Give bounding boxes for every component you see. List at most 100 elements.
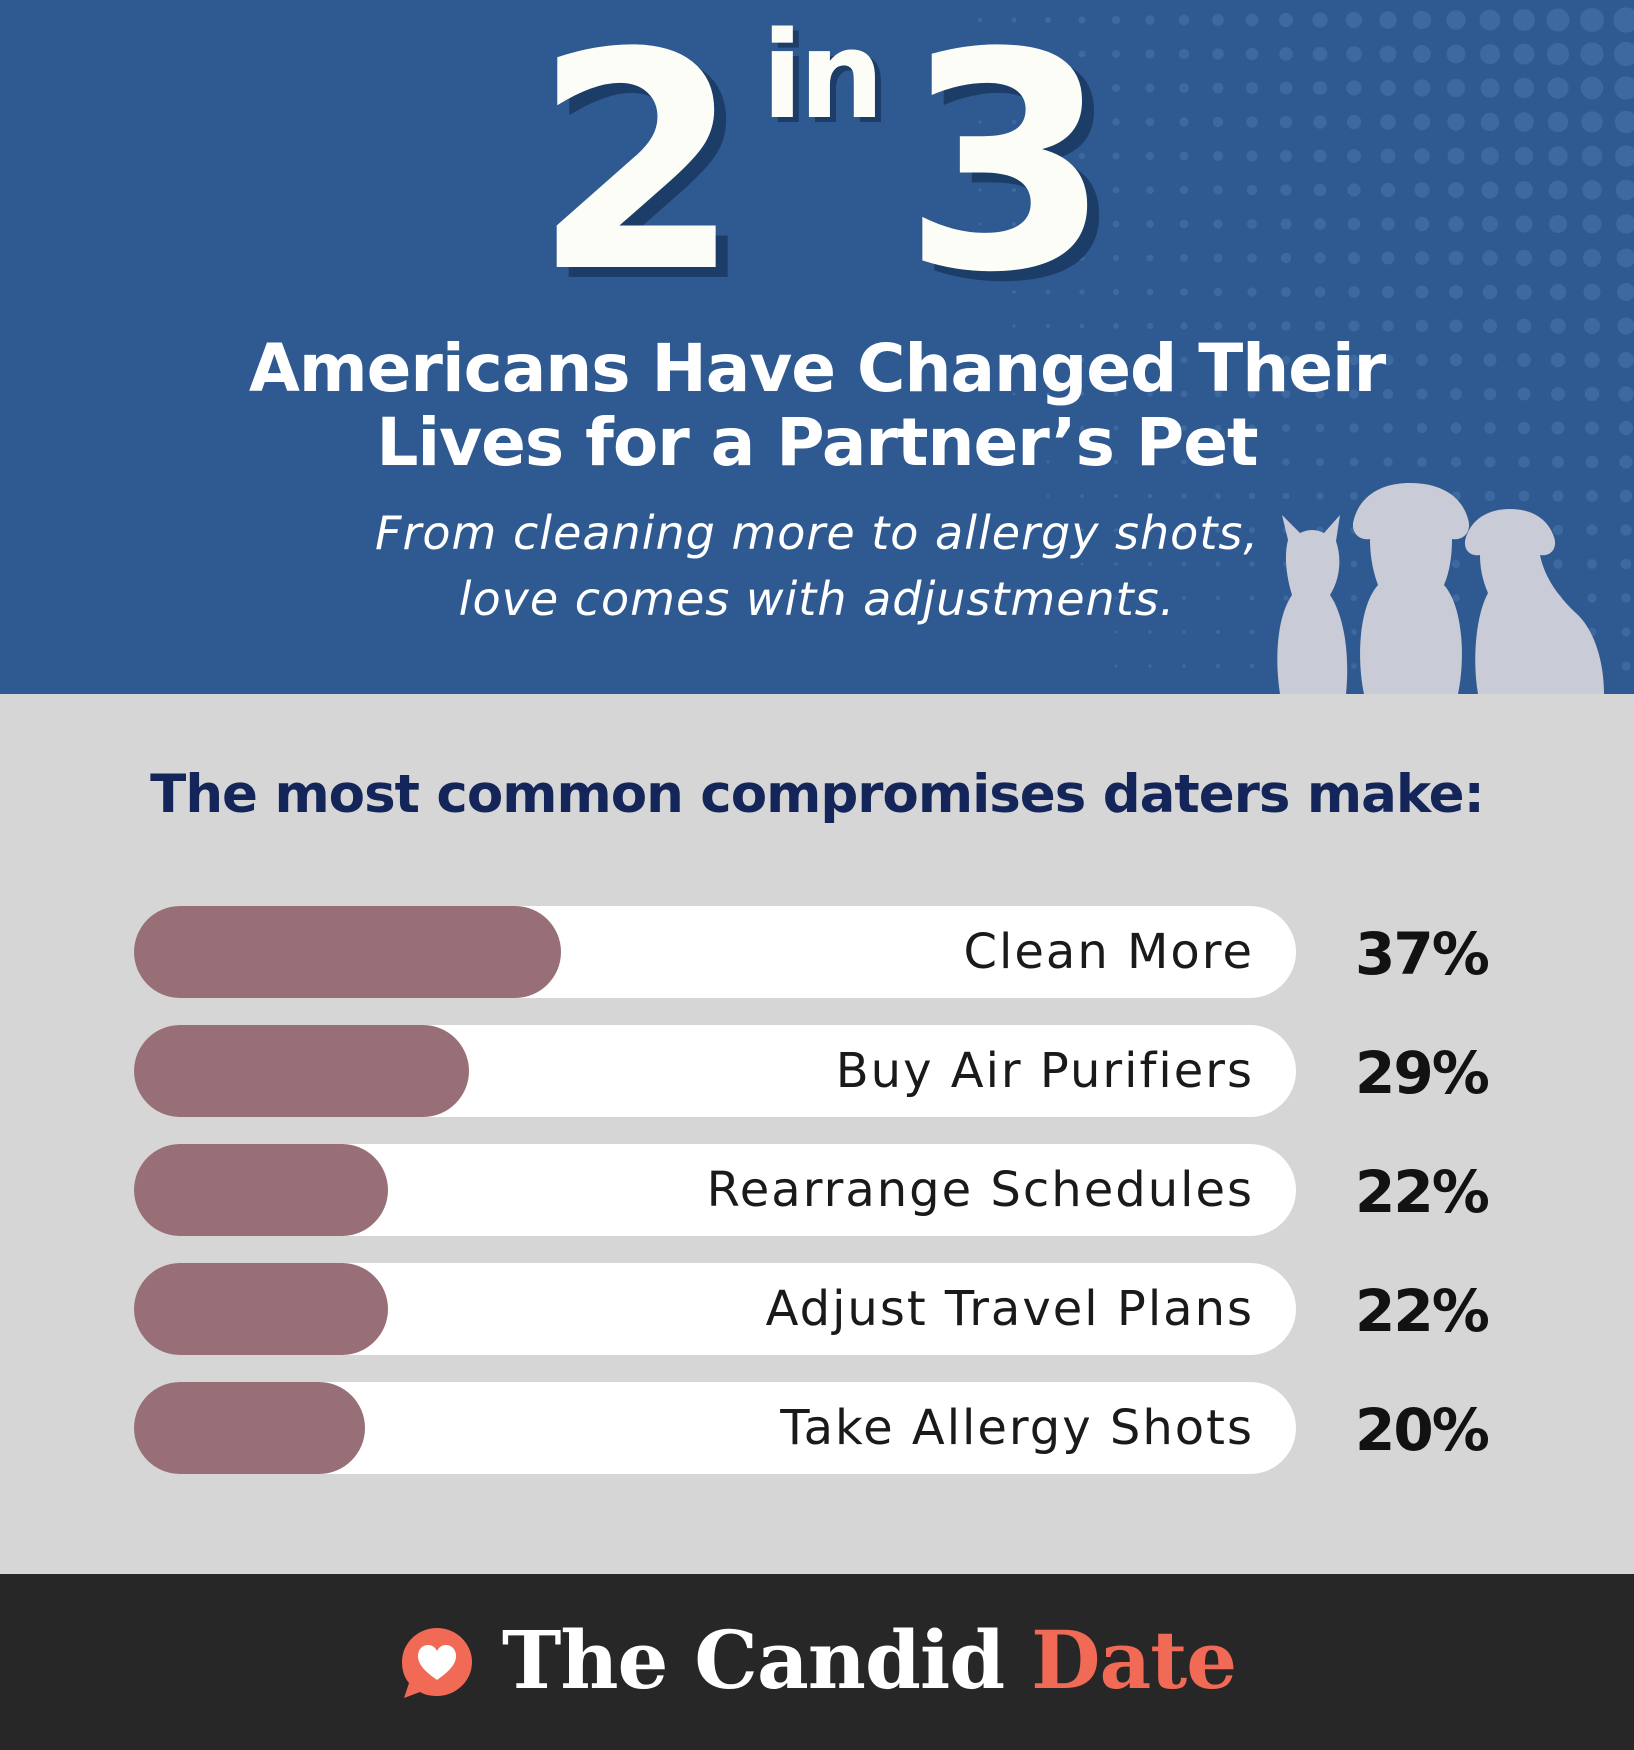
halftone-dot xyxy=(1517,353,1531,367)
halftone-dot xyxy=(1181,425,1187,431)
halftone-dot xyxy=(1046,358,1050,362)
halftone-dot xyxy=(1346,80,1362,96)
halftone-dot xyxy=(1587,593,1597,603)
halftone-dot xyxy=(1213,287,1223,297)
bar-category-label: Adjust Travel Plans xyxy=(765,1281,1254,1337)
heart-chat-bubble-icon xyxy=(401,1628,472,1698)
headline-stat: 2 in3 xyxy=(0,14,1634,314)
halftone-dot xyxy=(1012,392,1016,396)
halftone-dot xyxy=(1414,148,1430,164)
halftone-dot xyxy=(1552,524,1564,536)
halftone-dot xyxy=(1045,221,1051,227)
halftone-dot xyxy=(1413,113,1431,131)
halftone-dot xyxy=(1549,283,1567,301)
halftone-dot xyxy=(1281,287,1291,297)
halftone-dot xyxy=(1246,184,1258,196)
stat-numerator: 2 xyxy=(532,0,742,338)
halftone-dot xyxy=(1351,629,1357,635)
halftone-dot xyxy=(1148,562,1152,566)
halftone-dot xyxy=(1482,284,1498,300)
brand-name-accent: Date xyxy=(1031,1613,1237,1707)
halftone-dot xyxy=(1213,219,1223,229)
bar-track: Take Allergy Shots xyxy=(134,1382,1296,1474)
bar xyxy=(134,1263,388,1355)
halftone-dot xyxy=(1615,179,1634,201)
halftone-dot xyxy=(1112,84,1120,92)
halftone-dot xyxy=(1145,151,1155,161)
halftone-dot xyxy=(1381,285,1395,299)
halftone-dot xyxy=(1513,43,1535,65)
halftone-dot xyxy=(1213,185,1223,195)
halftone-dot xyxy=(1145,15,1155,25)
halftone-dot xyxy=(1179,117,1189,127)
halftone-dot xyxy=(1249,629,1255,635)
big-dog-silhouette xyxy=(1352,483,1470,694)
halftone-dot xyxy=(1179,151,1189,161)
halftone-dot xyxy=(1481,215,1499,233)
halftone-dot xyxy=(1181,527,1187,533)
halftone-dot xyxy=(1113,323,1119,329)
halftone-dot xyxy=(1279,115,1293,129)
halftone-dot xyxy=(1312,46,1328,62)
stat-denominator: 3 xyxy=(902,0,1111,338)
halftone-dot xyxy=(1584,386,1600,402)
halftone-dot xyxy=(1179,219,1189,229)
halftone-dot xyxy=(1346,46,1362,62)
halftone-dot xyxy=(1618,352,1634,368)
halftone-dot xyxy=(1080,562,1084,566)
halftone-dot xyxy=(1580,42,1604,66)
halftone-dot xyxy=(1147,425,1153,431)
halftone-dot xyxy=(1248,424,1256,432)
halftone-dot xyxy=(1179,185,1189,195)
halftone-dot xyxy=(978,222,982,226)
halftone-dot xyxy=(1621,661,1631,671)
halftone-dot xyxy=(1078,16,1086,24)
halftone-dot xyxy=(1249,663,1255,669)
halftone-dot xyxy=(1078,50,1086,58)
halftone-dot xyxy=(1314,218,1326,230)
halftone-dot xyxy=(1182,596,1186,600)
halftone-dot xyxy=(1380,148,1396,164)
halftone-dot xyxy=(1619,455,1633,469)
halftone-dot xyxy=(1382,388,1394,400)
halftone-dot xyxy=(1448,250,1464,266)
halftone-dot xyxy=(1314,320,1326,332)
halftone-dot xyxy=(1617,317,1634,335)
halftone-dot xyxy=(1582,214,1602,234)
halftone-dot xyxy=(1215,527,1221,533)
halftone-dot xyxy=(1349,423,1359,433)
halftone-dot xyxy=(1248,390,1256,398)
halftone-dot xyxy=(1282,424,1290,432)
halftone-dot xyxy=(1313,149,1327,163)
halftone-dot xyxy=(1080,460,1084,464)
halftone-dot xyxy=(1046,494,1050,498)
halftone-dot xyxy=(1079,323,1085,329)
halftone-dot xyxy=(1581,111,1603,133)
halftone-dot xyxy=(1514,146,1534,166)
section-title: The most common compromises daters make: xyxy=(150,764,1485,825)
halftone-dot xyxy=(1380,114,1396,130)
halftone-dot xyxy=(1515,181,1533,199)
halftone-dot xyxy=(1213,253,1223,263)
halftone-dot xyxy=(1380,80,1396,96)
halftone-dot xyxy=(978,120,982,124)
halftone-dot xyxy=(1551,421,1565,435)
halftone-dot xyxy=(1280,150,1292,162)
halftone-dot xyxy=(1180,356,1188,364)
footer: The Candid Date xyxy=(0,1574,1634,1750)
bar-category-label: Take Allergy Shots xyxy=(780,1400,1254,1456)
halftone-dot xyxy=(1147,357,1153,363)
halftone-dot xyxy=(1214,356,1222,364)
halftone-dot xyxy=(1281,389,1291,399)
halftone-dot xyxy=(1315,423,1325,433)
halftone-dot xyxy=(1615,145,1634,167)
halftone-dot xyxy=(1316,492,1324,500)
halftone-dot xyxy=(978,188,982,192)
hero-subtitle: From cleaning more to allergy shots, lov… xyxy=(0,500,1634,632)
halftone-dot xyxy=(1179,83,1189,93)
halftone-dot xyxy=(1215,629,1221,635)
halftone-dot xyxy=(1516,318,1532,334)
halftone-dot xyxy=(978,154,982,158)
halftone-dot xyxy=(1382,354,1394,366)
halftone-dot xyxy=(1347,217,1361,231)
